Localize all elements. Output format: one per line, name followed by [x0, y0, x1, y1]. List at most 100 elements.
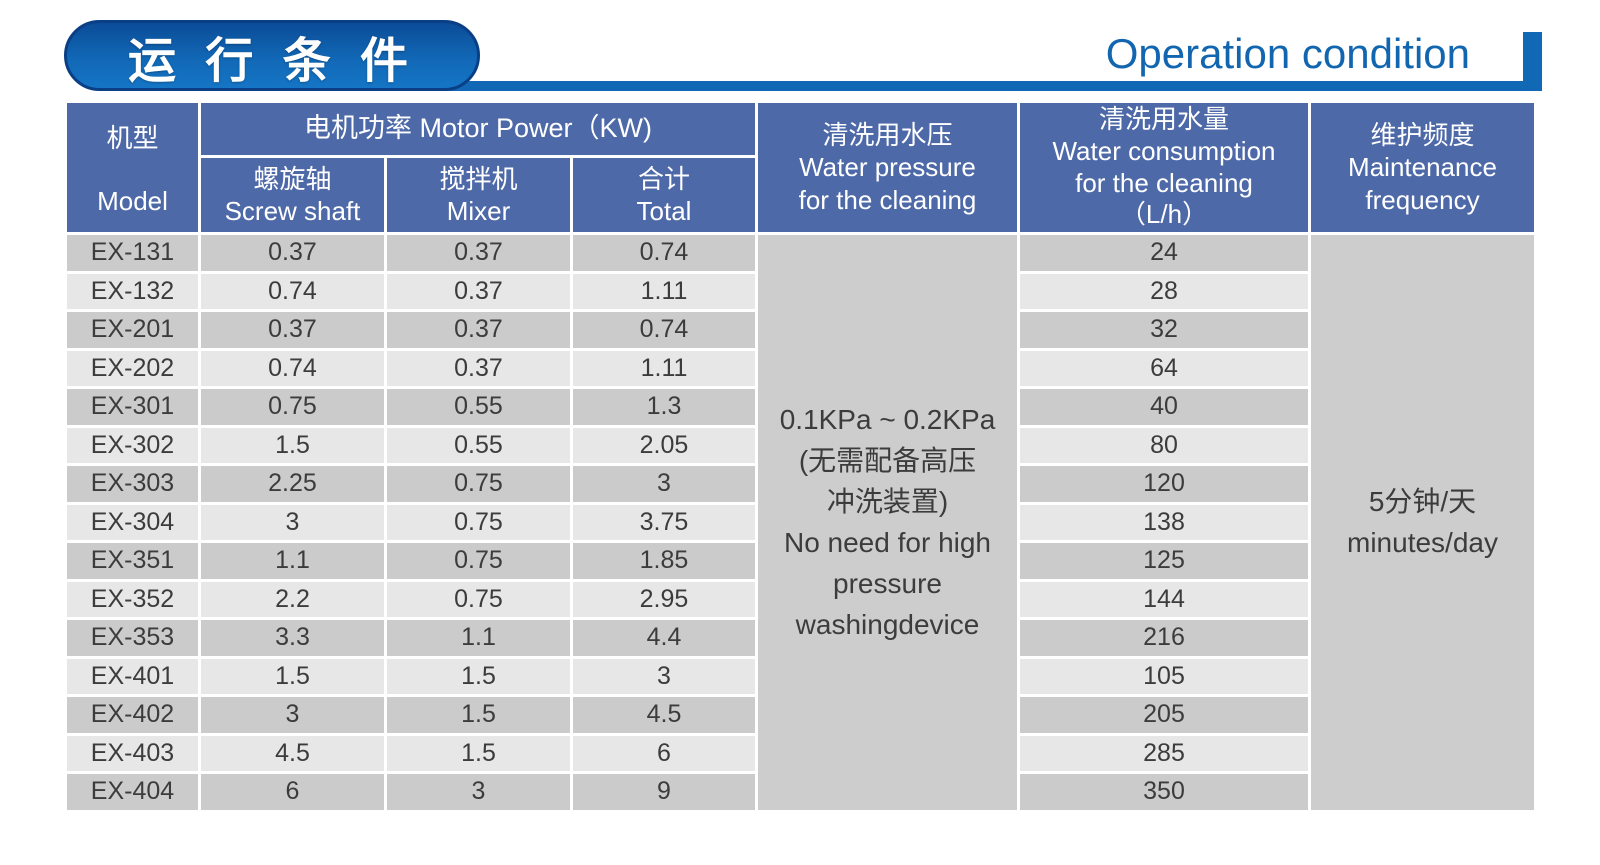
cell-screw-shaft: 2.25: [201, 466, 384, 502]
table-row: EX-351 1.1 0.75 1.85 125: [67, 543, 1534, 579]
cell-model: EX-303: [67, 466, 198, 502]
operation-condition-table: 机型 Model 电机功率 Motor Power（KW) 清洗用水压 Wate…: [64, 100, 1537, 813]
cell-total: 9: [573, 774, 755, 810]
cell-screw-shaft: 3: [201, 697, 384, 733]
cell-screw-shaft: 3: [201, 504, 384, 540]
cell-mixer: 1.5: [387, 658, 570, 694]
table-row: EX-302 1.5 0.55 2.05 80: [67, 427, 1534, 463]
cell-mixer: 0.75: [387, 504, 570, 540]
cell-mixer: 0.75: [387, 581, 570, 617]
cell-model: EX-401: [67, 658, 198, 694]
cell-water-consumption: 138: [1020, 504, 1308, 540]
cell-water-consumption: 144: [1020, 581, 1308, 617]
col-header-mixer: 搅拌机 Mixer: [387, 158, 570, 232]
cell-total: 2.95: [573, 581, 755, 617]
cell-water-consumption: 64: [1020, 350, 1308, 386]
col-header-water-consumption: 清洗用水量 Water consumption for the cleaning…: [1020, 103, 1308, 232]
cell-total: 1.11: [573, 350, 755, 386]
table-row: EX-131 0.37 0.37 0.74 0.1KPa ~ 0.2KPa (无需配备高压…: [67, 235, 1534, 810]
col-header-model-en: Model: [97, 185, 168, 216]
table-row: EX-301 0.75 0.55 1.3 40: [67, 389, 1534, 425]
cell-model: EX-404: [67, 774, 198, 810]
table-body: EX-131 0.37 0.37 0.74 0.1KPa ~ 0.2KPa (无需配备高压…: [67, 235, 1534, 810]
page-title-en: Operation condition: [1105, 30, 1470, 77]
title-pill: 运 行 条 件: [64, 20, 480, 91]
cell-total: 3: [573, 658, 755, 694]
table-row: EX-352 2.2 0.75 2.95 144: [67, 581, 1534, 617]
cell-mixer: 3: [387, 774, 570, 810]
cell-model: EX-202: [67, 350, 198, 386]
cell-total: 1.3: [573, 389, 755, 425]
cell-total: 4.4: [573, 620, 755, 656]
title-underline-bar: [240, 81, 1542, 91]
cell-total: 4.5: [573, 697, 755, 733]
cell-water-consumption: 24: [1020, 235, 1308, 271]
col-header-model-zh: 机型: [106, 123, 159, 153]
cell-screw-shaft: 1.5: [201, 427, 384, 463]
col-header-water-pressure: 清洗用水压 Water pressure for the cleaning: [758, 103, 1017, 232]
cell-model: EX-132: [67, 273, 198, 309]
cell-model: EX-402: [67, 697, 198, 733]
cell-screw-shaft: 0.37: [201, 235, 384, 271]
cell-water-consumption: 125: [1020, 543, 1308, 579]
cell-model: EX-131: [67, 235, 198, 271]
cell-screw-shaft: 0.74: [201, 273, 384, 309]
cell-total: 0.74: [573, 235, 755, 271]
page-banner: 运 行 条 件 Operation condition: [0, 0, 1600, 100]
cell-mixer: 0.75: [387, 466, 570, 502]
cell-total: 1.11: [573, 273, 755, 309]
cell-model: EX-403: [67, 735, 198, 771]
cell-screw-shaft: 6: [201, 774, 384, 810]
cell-model: EX-351: [67, 543, 198, 579]
cell-mixer: 1.5: [387, 735, 570, 771]
cell-mixer: 0.37: [387, 273, 570, 309]
cell-mixer: 0.75: [387, 543, 570, 579]
cell-total: 1.85: [573, 543, 755, 579]
cell-screw-shaft: 1.5: [201, 658, 384, 694]
cell-water-consumption: 40: [1020, 389, 1308, 425]
cell-mixer: 0.37: [387, 350, 570, 386]
cell-water-consumption: 285: [1020, 735, 1308, 771]
cell-screw-shaft: 2.2: [201, 581, 384, 617]
cell-model: EX-353: [67, 620, 198, 656]
col-header-maintenance: 维护频度 Maintenance frequency: [1311, 103, 1534, 232]
cell-maintenance: 5分钟/天 minutes/day: [1311, 235, 1534, 810]
cell-screw-shaft: 4.5: [201, 735, 384, 771]
table-row: EX-202 0.74 0.37 1.11 64: [67, 350, 1534, 386]
cell-model: EX-302: [67, 427, 198, 463]
cell-total: 3.75: [573, 504, 755, 540]
table-row: EX-353 3.3 1.1 4.4 216: [67, 620, 1534, 656]
cell-water-pressure: 0.1KPa ~ 0.2KPa (无需配备高压 冲洗装置) No need for h…: [758, 235, 1017, 810]
table-row: EX-402 3 1.5 4.5 205: [67, 697, 1534, 733]
table-row: EX-401 1.5 1.5 3 105: [67, 658, 1534, 694]
table-row: EX-201 0.37 0.37 0.74 32: [67, 312, 1534, 348]
cell-mixer: 1.5: [387, 697, 570, 733]
table-row: EX-404 6 3 9 350: [67, 774, 1534, 810]
cell-screw-shaft: 0.74: [201, 350, 384, 386]
col-header-total: 合计 Total: [573, 158, 755, 232]
cell-water-consumption: 120: [1020, 466, 1308, 502]
cell-water-consumption: 105: [1020, 658, 1308, 694]
cell-model: EX-352: [67, 581, 198, 617]
page-title-zh: 运 行 条 件: [127, 34, 416, 88]
table-row: EX-303 2.25 0.75 3 120: [67, 466, 1534, 502]
cell-water-consumption: 80: [1020, 427, 1308, 463]
cell-total: 3: [573, 466, 755, 502]
cell-water-consumption: 32: [1020, 312, 1308, 348]
col-header-model: 机型 Model: [67, 103, 198, 232]
cell-water-consumption: 205: [1020, 697, 1308, 733]
table-row: EX-132 0.74 0.37 1.11 28: [67, 273, 1534, 309]
cell-water-consumption: 350: [1020, 774, 1308, 810]
cell-model: EX-304: [67, 504, 198, 540]
cell-water-consumption: 28: [1020, 273, 1308, 309]
cell-total: 2.05: [573, 427, 755, 463]
col-header-screw-shaft: 螺旋轴 Screw shaft: [201, 158, 384, 232]
cell-model: EX-301: [67, 389, 198, 425]
cell-model: EX-201: [67, 312, 198, 348]
cell-mixer: 0.55: [387, 389, 570, 425]
cell-mixer: 0.55: [387, 427, 570, 463]
cell-screw-shaft: 0.75: [201, 389, 384, 425]
table-row: EX-403 4.5 1.5 6 285: [67, 735, 1534, 771]
cell-mixer: 0.37: [387, 235, 570, 271]
cell-mixer: 1.1: [387, 620, 570, 656]
